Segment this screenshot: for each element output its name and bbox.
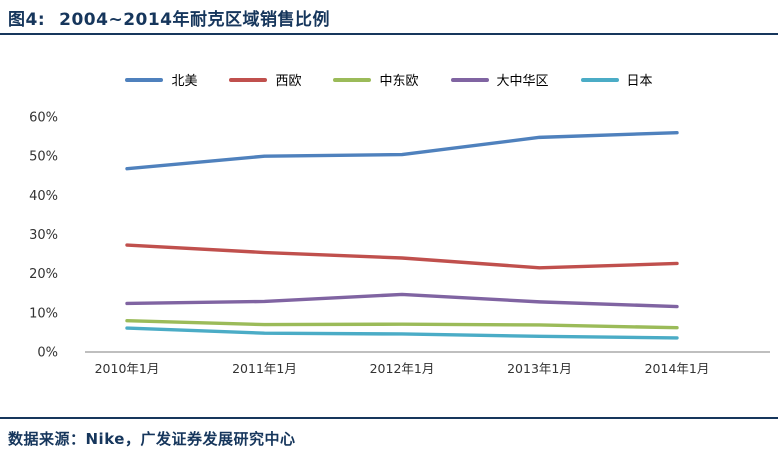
header-divider — [0, 33, 778, 35]
y-tick-label: 10% — [29, 306, 58, 321]
legend-item-大中华区: 大中华区 — [450, 70, 549, 89]
data-source-text: 数据来源：Nike，广发证券发展研究中心 — [8, 430, 296, 448]
y-tick-label: 50% — [29, 150, 58, 165]
series-line-中东欧 — [125, 318, 679, 330]
legend-item-北美: 北美 — [125, 70, 197, 89]
x-tick-label: 2011年1月 — [232, 361, 297, 376]
series-line-大中华区 — [125, 292, 679, 309]
figure-footer: 数据来源：Nike，广发证券发展研究中心 — [0, 417, 778, 458]
y-tick-label: 60% — [29, 111, 58, 126]
legend-label: 北美 — [171, 74, 198, 89]
x-tick-label: 2014年1月 — [645, 361, 710, 376]
legend-item-中东欧: 中东欧 — [333, 70, 419, 89]
legend-line-swatch — [125, 77, 164, 82]
y-tick-label: 40% — [29, 189, 58, 204]
legend-item-日本: 日本 — [580, 70, 653, 89]
legend-item-西欧: 西欧 — [229, 70, 301, 89]
figure-number-label: 图4: — [8, 10, 46, 30]
legend-label: 中东欧 — [379, 74, 419, 89]
legend-label: 大中华区 — [496, 74, 549, 89]
x-tick-label: 2013年1月 — [507, 361, 572, 376]
legend-line-swatch — [229, 77, 268, 82]
chart-legend: 北美 西欧 中东欧 大中华区 日本 — [0, 70, 778, 89]
figure-title: 2004~2014年耐克区域销售比例 — [59, 10, 331, 30]
legend-line-swatch — [580, 77, 619, 82]
y-tick-label: 20% — [29, 267, 58, 282]
x-tick-label: 2012年1月 — [370, 361, 435, 376]
legend-line-swatch — [450, 77, 489, 82]
series-line-日本 — [125, 326, 679, 340]
legend-line-swatch — [333, 77, 372, 82]
series-line-北美 — [125, 130, 679, 171]
y-tick-label: 30% — [29, 228, 58, 243]
legend-label: 日本 — [626, 74, 653, 89]
figure-header: 图4: 2004~2014年耐克区域销售比例 — [0, 0, 778, 33]
legend-label: 西欧 — [275, 74, 302, 89]
series-line-西欧 — [125, 243, 679, 270]
x-tick-label: 2010年1月 — [95, 361, 160, 376]
y-tick-label: 0% — [37, 346, 58, 361]
